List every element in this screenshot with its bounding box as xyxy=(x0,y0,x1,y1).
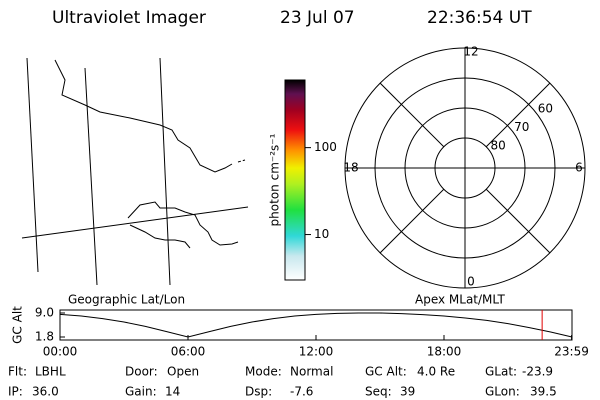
mlt-label: 18 xyxy=(343,161,358,175)
x-tick-label: 12:00 xyxy=(299,345,334,359)
title: Ultraviolet Imager xyxy=(52,8,206,28)
polar-plot xyxy=(344,47,586,289)
y-tick-label: 1.8 xyxy=(35,330,54,344)
x-tick-label: 00:00 xyxy=(43,345,78,359)
altitude-curve xyxy=(59,312,573,338)
field-label: Door: xyxy=(125,365,158,379)
field-value: Open xyxy=(167,365,199,379)
altitude-plot: 9.0 1.800:00 06:00 12:00 18:00 23:59 xyxy=(35,306,589,359)
time: 22:36:54 UT xyxy=(427,8,532,28)
field-value: -23.9 xyxy=(522,365,553,379)
x-tick-label: 06:00 xyxy=(171,345,206,359)
altitude-label: GC Alt xyxy=(11,306,25,344)
field-label: Dsp: xyxy=(245,385,272,399)
date: 23 Jul 07 xyxy=(280,8,355,28)
x-tick-label: 23:59 xyxy=(554,345,589,359)
field-label: GC Alt: xyxy=(365,365,407,379)
field-value: -7.6 xyxy=(290,385,313,399)
field-value: 36.0 xyxy=(32,385,59,399)
lat-label: 80 xyxy=(490,139,505,153)
y-tick-label: 9.0 xyxy=(35,306,54,320)
colorbar-ticks: 10 100 xyxy=(305,140,337,241)
field-label: Seq: xyxy=(365,385,392,399)
mlt-line xyxy=(485,188,551,254)
geo-map xyxy=(21,57,249,286)
mlt-line xyxy=(379,188,445,254)
field-value: Normal xyxy=(290,365,333,379)
field-label: Mode: xyxy=(245,365,282,379)
x-tick-label: 18:00 xyxy=(427,345,462,359)
mlt-label: 0 xyxy=(467,275,475,289)
mlt-label: 6 xyxy=(575,161,583,175)
map-label: Geographic Lat/Lon xyxy=(68,293,185,307)
field-value: 39 xyxy=(400,385,415,399)
field-value: 4.0 Re xyxy=(417,365,455,379)
polar-label: Apex MLat/MLT xyxy=(415,293,505,307)
colorbar xyxy=(284,79,306,281)
colorbar-label: photon cm⁻²s⁻¹ xyxy=(268,133,282,226)
field-value: LBHL xyxy=(35,365,66,379)
mlt-label: 12 xyxy=(463,45,478,59)
colorbar-tick-label: 10 xyxy=(314,227,329,241)
field-label: GLon: xyxy=(485,385,520,399)
field-value: 39.5 xyxy=(530,385,557,399)
lat-label: 70 xyxy=(514,120,529,134)
field-label: GLat: xyxy=(485,365,517,379)
mlt-line xyxy=(379,82,445,148)
status-panel: Flt: LBHL Door: Open Mode: Normal GC Alt: 4.0 R… xyxy=(8,365,557,399)
colorbar-tick-label: 100 xyxy=(314,140,337,154)
field-label: IP: xyxy=(8,385,23,399)
field-label: Flt: xyxy=(8,365,27,379)
mlt-line xyxy=(485,82,551,148)
lat-label: 60 xyxy=(538,102,553,116)
field-label: Gain: xyxy=(125,385,157,399)
field-value: 14 xyxy=(165,385,180,399)
